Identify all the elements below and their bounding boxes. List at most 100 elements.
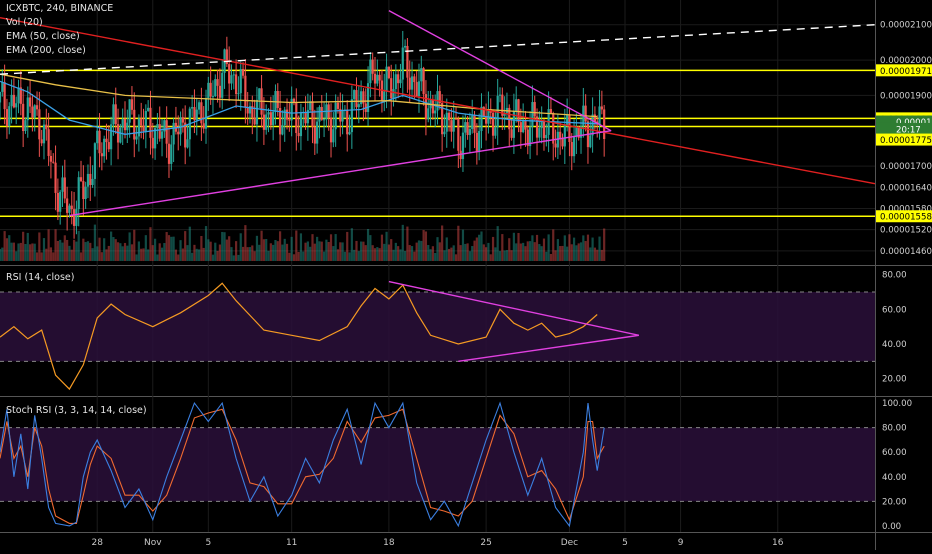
candle-body <box>498 94 502 96</box>
candle-body <box>128 99 131 123</box>
volume-bar <box>1 247 4 261</box>
volume-bar <box>186 245 189 261</box>
volume-bar <box>480 231 483 261</box>
volume-bar <box>473 240 476 261</box>
legend-ema50[interactable]: EMA (50, close) <box>6 31 80 42</box>
candle-body <box>202 123 205 129</box>
candle-body <box>172 122 175 145</box>
candle-body <box>114 104 117 125</box>
candle-body <box>103 138 106 157</box>
volume-bar <box>503 250 506 261</box>
candle-body <box>320 106 323 120</box>
volume-bar <box>163 243 166 261</box>
rsi-label[interactable]: RSI (14, close) <box>6 272 75 283</box>
volume-bar <box>239 233 242 261</box>
volume-bar <box>114 239 117 261</box>
volume-bar <box>392 249 395 261</box>
volume-bar <box>100 252 103 261</box>
volume-bar <box>362 241 365 261</box>
volume-bar <box>244 225 247 261</box>
candle-body <box>561 138 564 147</box>
price-tick-label: 0.00002000 <box>880 56 932 66</box>
candle-body <box>535 116 539 138</box>
main-legend: ICXBTC, 240, BINANCE Vol (20) EMA (50, c… <box>6 2 113 58</box>
rsi-tick-label: 40.00 <box>882 340 907 350</box>
volume-bar <box>380 234 384 261</box>
volume-bar <box>123 242 127 261</box>
volume-bar <box>35 252 39 261</box>
volume-bar <box>593 247 597 261</box>
candle-body <box>485 116 488 124</box>
price-tick-label: 0.00001580 <box>880 204 932 214</box>
rsi-tick-label: 80.00 <box>882 271 907 281</box>
candle-body <box>121 118 124 128</box>
volume-bar <box>230 247 233 261</box>
candle-body <box>434 110 437 114</box>
candle-body <box>566 114 569 125</box>
volume-bar <box>258 244 261 261</box>
candle-body <box>66 198 69 213</box>
candle-body <box>56 192 59 212</box>
volume-bar <box>66 239 69 261</box>
legend-volume[interactable]: Vol (20) <box>6 17 43 28</box>
volume-bar <box>47 229 50 261</box>
candle-body <box>12 94 15 108</box>
stoch-tick-label: 60.00 <box>882 448 907 458</box>
volume-bar <box>510 250 513 261</box>
volume-bar <box>75 241 78 261</box>
candle-body <box>524 120 527 130</box>
price-tick-label: 0.00001460 <box>880 247 932 257</box>
candle-body <box>228 64 231 84</box>
volume-bar <box>572 237 576 261</box>
candle-body <box>575 127 578 137</box>
candle-body <box>207 82 210 99</box>
volume-bar <box>267 250 270 261</box>
volume-bar <box>285 243 289 261</box>
volume-bar <box>316 236 319 261</box>
candle-body <box>31 106 34 118</box>
volume-bar <box>387 244 390 261</box>
candle-body <box>153 128 157 149</box>
volume-bar <box>427 244 430 261</box>
volume-bar <box>17 243 20 261</box>
volume-bar <box>397 246 400 261</box>
price-tick-label: 0.00002100 <box>880 21 932 31</box>
candle-body <box>258 88 261 100</box>
volume-bar <box>378 248 381 261</box>
volume-bar <box>366 228 370 261</box>
volume-bar <box>385 231 388 261</box>
candle-body <box>478 131 481 152</box>
candle-body <box>147 107 150 111</box>
candle-body <box>394 74 397 90</box>
volume-bar <box>327 241 330 261</box>
candle-body <box>116 124 120 143</box>
stoch-rsi-label[interactable]: Stoch RSI (3, 3, 14, 14, close) <box>6 405 147 416</box>
candle-body <box>503 113 506 116</box>
candle-body <box>378 74 381 81</box>
volume-bar <box>420 240 423 261</box>
candle-body <box>542 121 546 139</box>
volume-bar <box>526 241 529 261</box>
volume-bar <box>415 242 418 261</box>
volume-bar <box>443 250 446 261</box>
legend-ema200[interactable]: EMA (200, close) <box>6 45 86 56</box>
candle-body <box>19 87 22 104</box>
volume-bar <box>19 242 22 261</box>
volume-bar <box>26 232 29 261</box>
volume-bar <box>232 255 235 261</box>
volume-bar <box>103 238 106 261</box>
volume-bar <box>390 239 393 261</box>
volume-bar <box>40 252 43 261</box>
candle-body <box>399 79 402 84</box>
volume-bar <box>86 241 90 261</box>
volume-bar <box>424 231 428 261</box>
candle-body <box>144 110 147 132</box>
price-tick-label: 0.00001520 <box>880 226 932 236</box>
candle-body <box>1 82 4 92</box>
candle-body <box>49 155 53 162</box>
candle-body <box>290 98 293 121</box>
volume-bar <box>197 249 201 261</box>
volume-bar <box>369 235 372 261</box>
candle-body <box>519 122 522 133</box>
